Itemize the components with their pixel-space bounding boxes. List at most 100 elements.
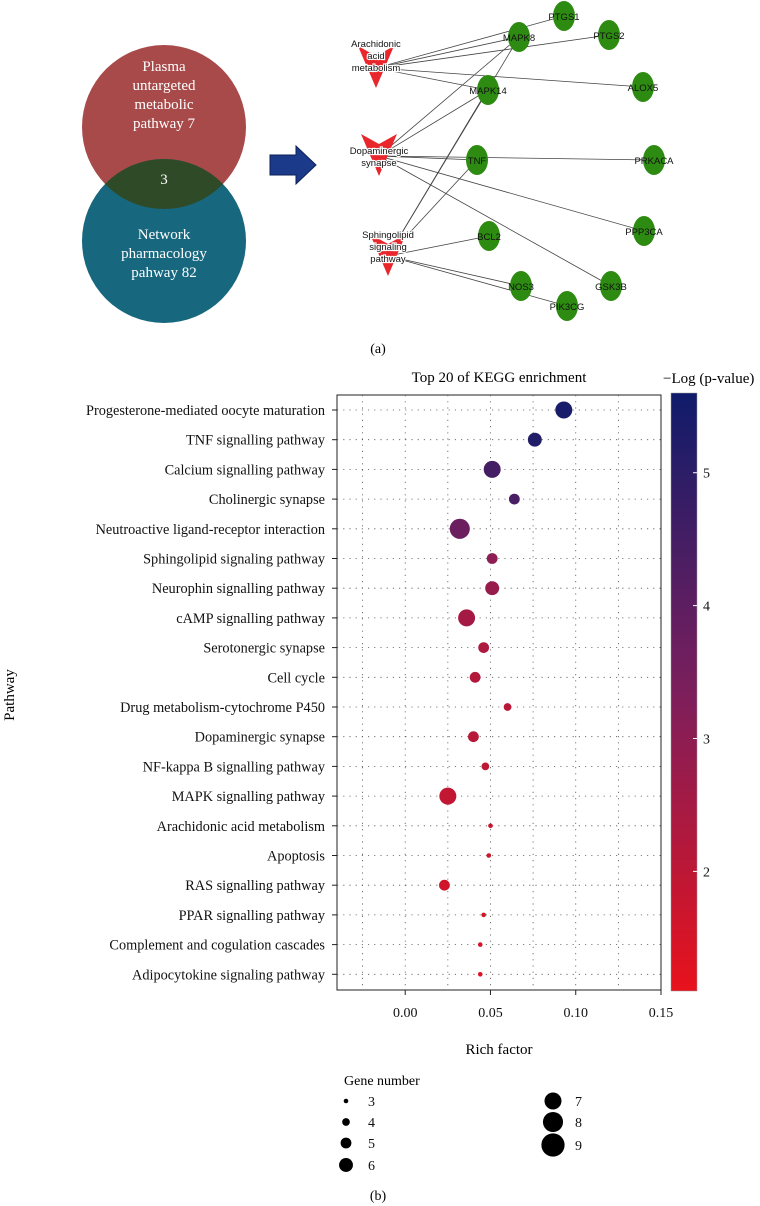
gene-node-label: PTGS1 <box>548 12 579 23</box>
x-tick-label: 0.00 <box>393 1006 418 1021</box>
grid <box>337 395 661 990</box>
network-edge <box>375 67 644 88</box>
size-legend-label: 4 <box>368 1116 375 1131</box>
size-legend: Gene number 3 4 5 6 7 8 9 <box>339 1074 582 1174</box>
data-point <box>468 731 479 743</box>
pathway-node-label: Sphingolipid <box>362 230 414 241</box>
gene-node-alox5: ALOX5 <box>628 72 659 102</box>
network-edge <box>378 155 612 287</box>
venn-overlap <box>105 159 223 210</box>
gene-node-shape <box>633 216 655 246</box>
network-edge <box>375 15 565 69</box>
color-bar-ticks: 2 3 4 5 <box>693 467 710 880</box>
venn-diagram: Plasma untargeted metabolic pathway 7 3 … <box>82 45 246 323</box>
network-edge <box>387 255 522 287</box>
network-edge <box>378 155 645 232</box>
size-legend-label: 9 <box>575 1139 582 1154</box>
pathway-node-label: Dopaminergic <box>350 146 409 157</box>
color-bar-tick-label: 2 <box>703 865 710 880</box>
data-point <box>555 401 573 419</box>
venn-network-line-2: pharmacology <box>121 246 207 262</box>
size-legend-label: 3 <box>368 1095 375 1110</box>
venn-network-line-3: pahway 82 <box>131 265 196 281</box>
category-label: Sphingolipid signaling pathway <box>143 552 326 568</box>
category-label: RAS signalling pathway <box>185 878 326 894</box>
gene-node-label: ALOX5 <box>628 83 659 94</box>
data-point <box>469 671 481 683</box>
network-edge <box>375 36 520 69</box>
color-bar-tick-label: 3 <box>703 733 710 748</box>
panel-b-label: (b) <box>370 1189 387 1204</box>
size-legend-dot <box>340 1137 352 1149</box>
data-point <box>481 762 490 771</box>
gene-node-bcl2: BCL2 <box>477 221 501 251</box>
x-axis-label: Rich factor <box>465 1042 532 1058</box>
x-tick-label: 0.15 <box>649 1006 674 1021</box>
color-bar <box>670 392 698 992</box>
category-label: Progesterone-mediated oocyte maturation <box>86 403 325 419</box>
gene-node-gsk3b: GSK3B <box>595 271 627 301</box>
pathway-node-label: signaling <box>369 242 407 253</box>
network-edge <box>375 34 610 69</box>
pathway-node-label: metabolism <box>352 63 401 74</box>
category-label: Dopaminergic synapse <box>195 730 325 746</box>
color-legend: −Log (p-value) 2 3 4 5 <box>663 371 754 992</box>
category-labels: Progesterone-mediated oocyte maturation T… <box>86 403 337 983</box>
data-point <box>439 787 457 805</box>
venn-circle-network <box>82 159 246 323</box>
network-edge <box>387 235 490 257</box>
gene-node-shape <box>632 72 654 102</box>
data-point <box>439 879 450 891</box>
network-edge <box>378 89 489 157</box>
gene-node-label: GSK3B <box>595 282 627 293</box>
gene-node-mapk14: MAPK14 <box>469 75 507 105</box>
gene-node-label: PRKACA <box>634 156 674 167</box>
gene-node-label: MAPK8 <box>503 33 535 44</box>
x-tick-label: 0.10 <box>563 1006 588 1021</box>
gene-node-prkaca: PRKACA <box>634 145 674 175</box>
category-label: NF-kappa B signalling pathway <box>143 759 326 775</box>
size-legend-dot <box>343 1098 349 1104</box>
gene-node-shape <box>598 20 620 50</box>
category-label: Neutroactive ligand-receptor interaction <box>96 522 325 538</box>
category-label: PPAR signalling pathway <box>179 908 326 924</box>
size-legend-dot <box>542 1111 564 1133</box>
category-label: Adipocytokine signaling pathway <box>132 967 326 983</box>
pathway-node-label: pathway <box>370 254 406 265</box>
size-legend-dot <box>541 1133 565 1157</box>
gene-node-label: NOS3 <box>508 282 534 293</box>
gene-node-label: MAPK14 <box>469 86 507 97</box>
gene-node-shape <box>466 145 488 175</box>
data-point <box>481 912 486 918</box>
gene-node-shape <box>478 221 500 251</box>
right-arrow-icon <box>269 144 317 186</box>
category-label: Complement and cogulation cascades <box>109 938 325 954</box>
data-point <box>508 493 520 505</box>
gene-node-label: PTGS2 <box>593 31 624 42</box>
gene-node-shape <box>510 271 532 301</box>
y-axis-label: Pathway <box>2 669 18 721</box>
network-edge <box>375 67 489 91</box>
pathway-node-label: Arachidonic <box>351 39 401 50</box>
panel-a-label: (a) <box>370 342 386 357</box>
panel-a: Plasma untargeted metabolic pathway 7 3 … <box>82 1 674 357</box>
gene-node-label: TNF <box>468 156 487 167</box>
venn-plasma-line-3: metabolic <box>134 97 193 113</box>
category-label: MAPK signalling pathway <box>172 789 326 805</box>
data-point <box>486 553 498 564</box>
data-point <box>503 703 512 711</box>
data-point <box>485 581 500 596</box>
data-point <box>488 823 493 829</box>
pathway-node-shape <box>370 234 406 276</box>
gene-node-ppp3ca: PPP3CA <box>625 216 663 246</box>
network-edge <box>387 255 568 307</box>
chart-title: Top 20 of KEGG enrichment <box>412 370 588 386</box>
category-label: Apoptosis <box>267 849 325 865</box>
gene-node-tnf: TNF <box>466 145 488 175</box>
size-legend-title: Gene number <box>344 1074 420 1089</box>
gene-node-shape <box>643 145 665 175</box>
